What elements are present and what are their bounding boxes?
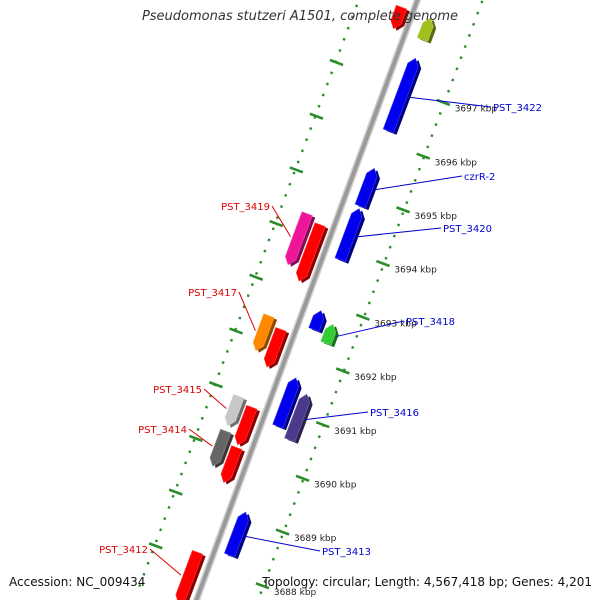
gene-label-leader [188, 428, 213, 447]
gene-label-leader [305, 411, 369, 421]
gene-label: PST_3415 [153, 385, 202, 396]
kbp-tick-mark [315, 420, 330, 429]
gene-block [224, 394, 245, 427]
gene-block [295, 222, 326, 282]
gene-block [224, 511, 249, 558]
kbp-tick-mark [295, 474, 310, 483]
kbp-tick-mark-left [229, 327, 244, 335]
kbp-tick-label: 3694 kbp [394, 266, 437, 276]
gene-label-leader [408, 96, 492, 108]
gene-block [284, 393, 310, 443]
kbp-tick-mark [416, 152, 431, 160]
kbp-tick-mark [335, 367, 350, 375]
kbp-tick-mark-left [269, 219, 284, 228]
kbp-tick-label: 3688 kbp [274, 588, 317, 598]
kbp-tick-label: 3695 kbp [415, 212, 458, 222]
gene-block [320, 323, 337, 346]
gene-label-leader [203, 388, 227, 409]
gene-block [285, 211, 313, 266]
gene-label-leader [336, 320, 405, 337]
kbp-tick-mark-left [329, 58, 344, 67]
summary-text: Topology: circular; Length: 4,567,418 bp… [262, 575, 592, 589]
kbp-tick-mark-left [168, 488, 183, 496]
gene-block [263, 327, 287, 368]
gene-label-leader [356, 227, 442, 238]
accession-text: Accession: NC_009434 [9, 575, 146, 589]
kbp-tick-mark-left [208, 381, 223, 389]
gene-block [308, 310, 325, 332]
kbp-tick-label: 3692 kbp [354, 373, 397, 383]
kbp-tick-mark-left [289, 166, 304, 174]
gene-block [390, 4, 407, 30]
gene-block [209, 428, 232, 467]
gene-label: czrR-2 [464, 172, 495, 183]
gene-label: PST_3416 [370, 408, 419, 419]
kbp-tick-label: 3696 kbp [435, 158, 478, 168]
gene-label: PST_3419 [221, 202, 270, 213]
gene-label: PST_3414 [138, 425, 187, 436]
gene-label: PST_3420 [443, 224, 492, 235]
gene-block [220, 445, 243, 483]
gene-block [416, 17, 434, 42]
kbp-tick-mark-left [309, 112, 324, 120]
gene-label-leader [374, 175, 463, 191]
gene-label: PST_3418 [406, 317, 455, 328]
kbp-tick-mark-left [249, 273, 264, 281]
gene-label-leader [244, 535, 321, 552]
gene-block [334, 208, 363, 263]
gene-label: PST_3422 [493, 103, 542, 114]
kbp-tick-label: 3690 kbp [314, 480, 357, 490]
gene-block [252, 313, 275, 352]
gene-block [382, 57, 419, 134]
kbp-tick-label: 3693 kbp [374, 319, 417, 329]
kbp-tick-label: 3689 kbp [294, 534, 337, 544]
gene-label-leader [271, 205, 291, 237]
kbp-tick-mark [355, 313, 370, 321]
gene-label: PST_3417 [188, 288, 237, 299]
gene-block [272, 377, 299, 429]
backbone-line [194, 0, 420, 600]
kbp-tick-label: 3691 kbp [334, 427, 377, 437]
gene-block [234, 405, 258, 446]
kbp-tick-mark [255, 582, 270, 590]
gene-label-leader [238, 291, 256, 331]
kbp-tick-mark-left [188, 434, 203, 443]
kbp-tick-mark-left [148, 542, 163, 550]
gene-block [175, 550, 204, 600]
kbp-tick-mark [375, 259, 391, 268]
kbp-tick-mark [275, 528, 290, 536]
gene-label-leader [149, 548, 182, 576]
tick-track-right [256, 0, 484, 600]
tick-track-left [138, 0, 361, 588]
map-title: Pseudomonas stutzeri A1501, complete gen… [141, 9, 459, 24]
kbp-tick-label: 3697 kbp [455, 105, 498, 115]
gene-label: PST_3413 [322, 547, 371, 558]
gene-block [354, 167, 378, 209]
kbp-tick-mark [396, 206, 411, 214]
gene-label: PST_3412 [99, 545, 148, 556]
